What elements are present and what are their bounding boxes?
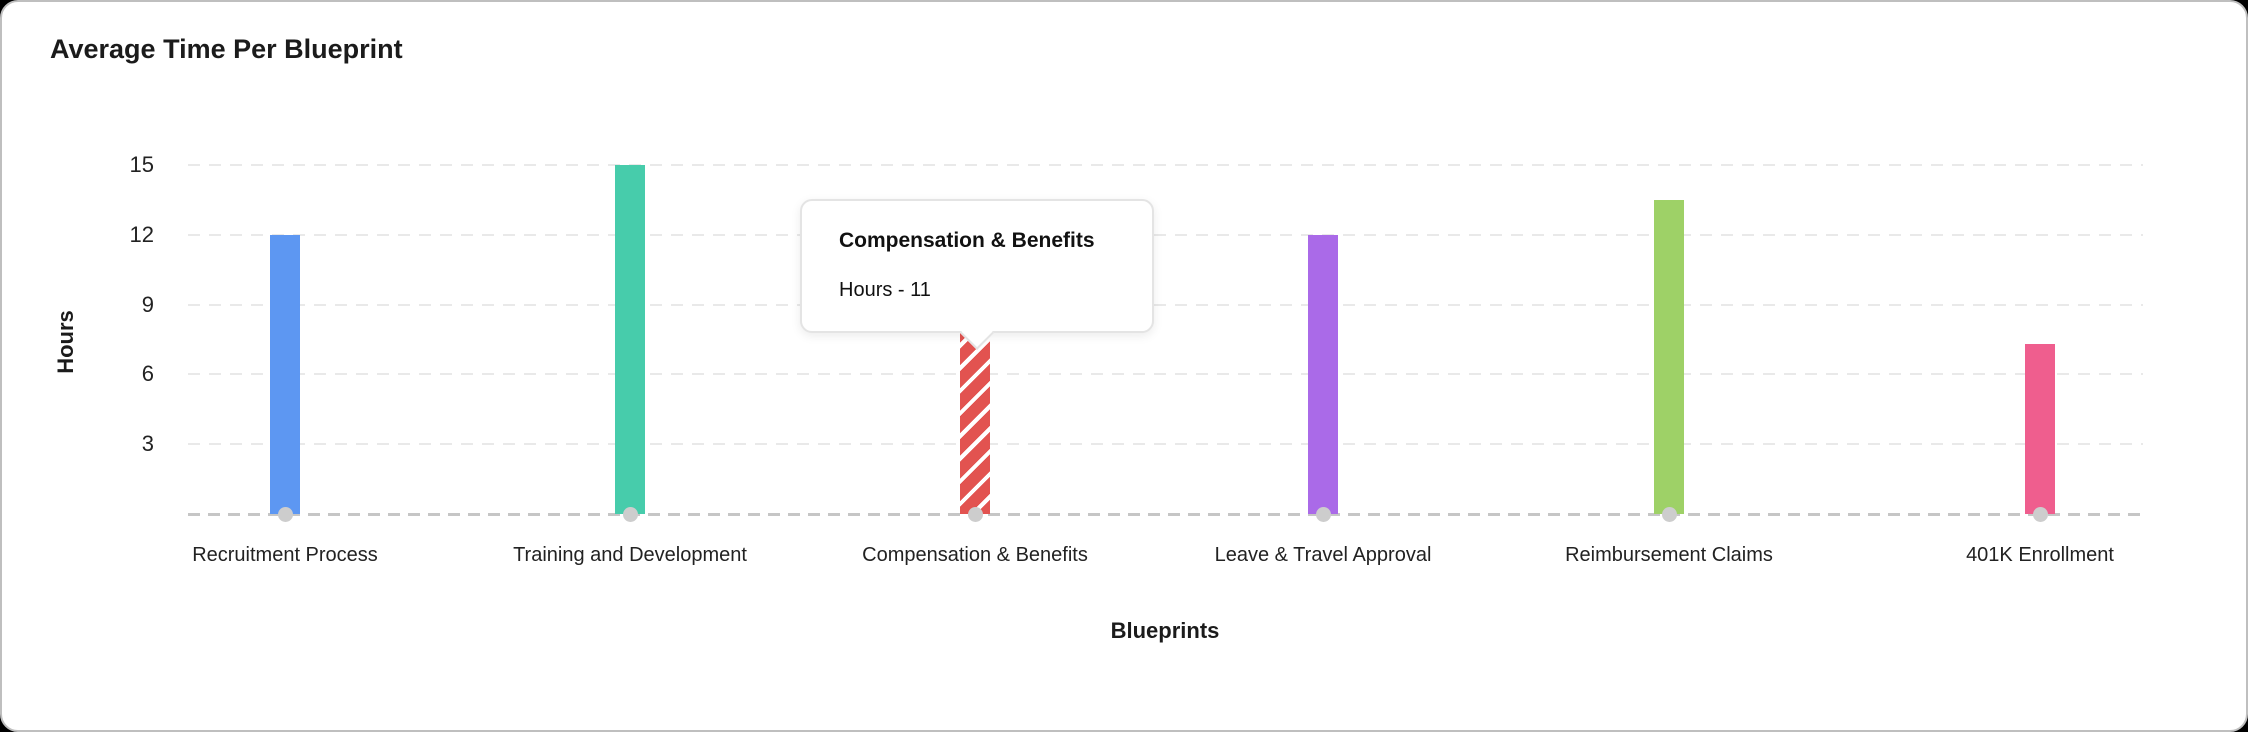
- x-axis-baseline: [188, 513, 2143, 516]
- y-gridline: [188, 303, 2143, 306]
- tooltip-value: Hours - 11: [839, 279, 931, 301]
- x-category-label: Training and Development: [513, 544, 747, 566]
- chart-title: Average Time Per Blueprint: [50, 34, 403, 64]
- x-axis-title: Blueprints: [1110, 618, 1220, 643]
- bar-recruitment-process[interactable]: [270, 234, 300, 514]
- y-gridline: [188, 443, 2143, 446]
- bar-base-marker: [277, 507, 293, 522]
- x-category-label: Compensation & Benefits: [862, 544, 1088, 566]
- bar-base-marker: [622, 507, 638, 522]
- y-tick-label: 6: [141, 361, 154, 387]
- bar-base-marker: [1315, 507, 1331, 522]
- y-gridline: [188, 233, 2143, 236]
- bar-401k-enrollment[interactable]: [2025, 344, 2055, 514]
- bar-reimbursement-claims[interactable]: [1654, 199, 1684, 514]
- tooltip: Compensation & Benefits Hours - 11: [800, 199, 1154, 333]
- bar-base-marker: [967, 507, 983, 522]
- x-category-label: Leave & Travel Approval: [1214, 544, 1432, 566]
- x-category-label: Reimbursement Claims: [1565, 544, 1773, 566]
- y-gridline: [188, 164, 2143, 166]
- bar-base-marker: [1661, 507, 1677, 522]
- y-tick-label: 12: [129, 221, 154, 247]
- y-axis-title: Hours: [53, 310, 78, 374]
- bar-leave-travel-approval[interactable]: [1308, 234, 1338, 514]
- bar-base-marker: [2032, 507, 2048, 522]
- y-gridline: [188, 373, 2143, 376]
- x-category-label: Recruitment Process: [192, 544, 378, 566]
- tooltip-title: Compensation & Benefits: [839, 229, 1095, 252]
- y-tick-label: 9: [141, 291, 154, 317]
- x-category-label: 401K Enrollment: [1966, 544, 2114, 566]
- bar-training-and-development[interactable]: [615, 165, 645, 514]
- y-tick-label: 15: [129, 152, 154, 177]
- y-tick-label: 3: [141, 431, 154, 457]
